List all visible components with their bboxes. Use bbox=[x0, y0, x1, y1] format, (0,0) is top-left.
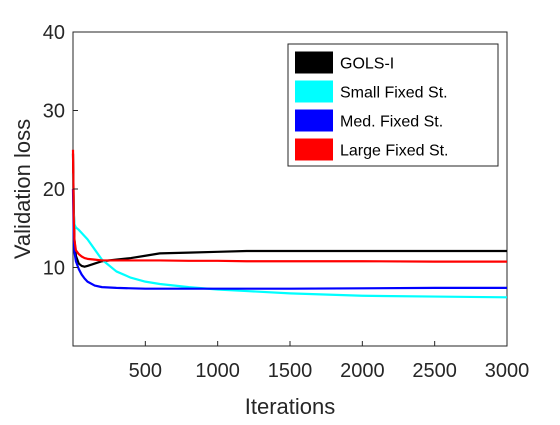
series-line-3 bbox=[71, 149, 507, 263]
legend-swatch bbox=[295, 80, 333, 103]
x-axis-label: Iterations bbox=[245, 394, 336, 419]
x-tick-label: 1000 bbox=[195, 360, 240, 382]
series-layer bbox=[71, 149, 508, 299]
x-tick-label: 2000 bbox=[340, 360, 385, 382]
x-tick-label: 2500 bbox=[412, 360, 457, 382]
y-tick-label: 40 bbox=[43, 22, 65, 44]
series-line-2 bbox=[71, 188, 507, 290]
y-axis-label: Validation loss bbox=[10, 119, 35, 259]
y-tick-label: 10 bbox=[43, 258, 65, 280]
series-line-1 bbox=[71, 173, 508, 299]
legend-label: Small Fixed St. bbox=[340, 85, 448, 102]
y-tick-label: 20 bbox=[43, 179, 65, 201]
legend-swatch bbox=[295, 138, 333, 161]
legend-label: Med. Fixed St. bbox=[340, 114, 443, 131]
x-tick-label: 500 bbox=[129, 360, 162, 382]
y-tick-label: 30 bbox=[43, 101, 65, 123]
legend: GOLS-I Small Fixed St. Med. Fixed St. Large… bbox=[287, 43, 499, 167]
legend-label: Large Fixed St. bbox=[340, 143, 449, 160]
x-tick-label: 3000 bbox=[485, 360, 530, 382]
axes-layer: 500 1000 1500 2000 2500 3000 10 20 30 40 bbox=[43, 22, 530, 382]
legend-swatch bbox=[295, 109, 333, 132]
legend-swatch bbox=[295, 51, 333, 74]
legend-label: GOLS-I bbox=[340, 56, 394, 73]
x-tick-label: 1500 bbox=[268, 360, 313, 382]
